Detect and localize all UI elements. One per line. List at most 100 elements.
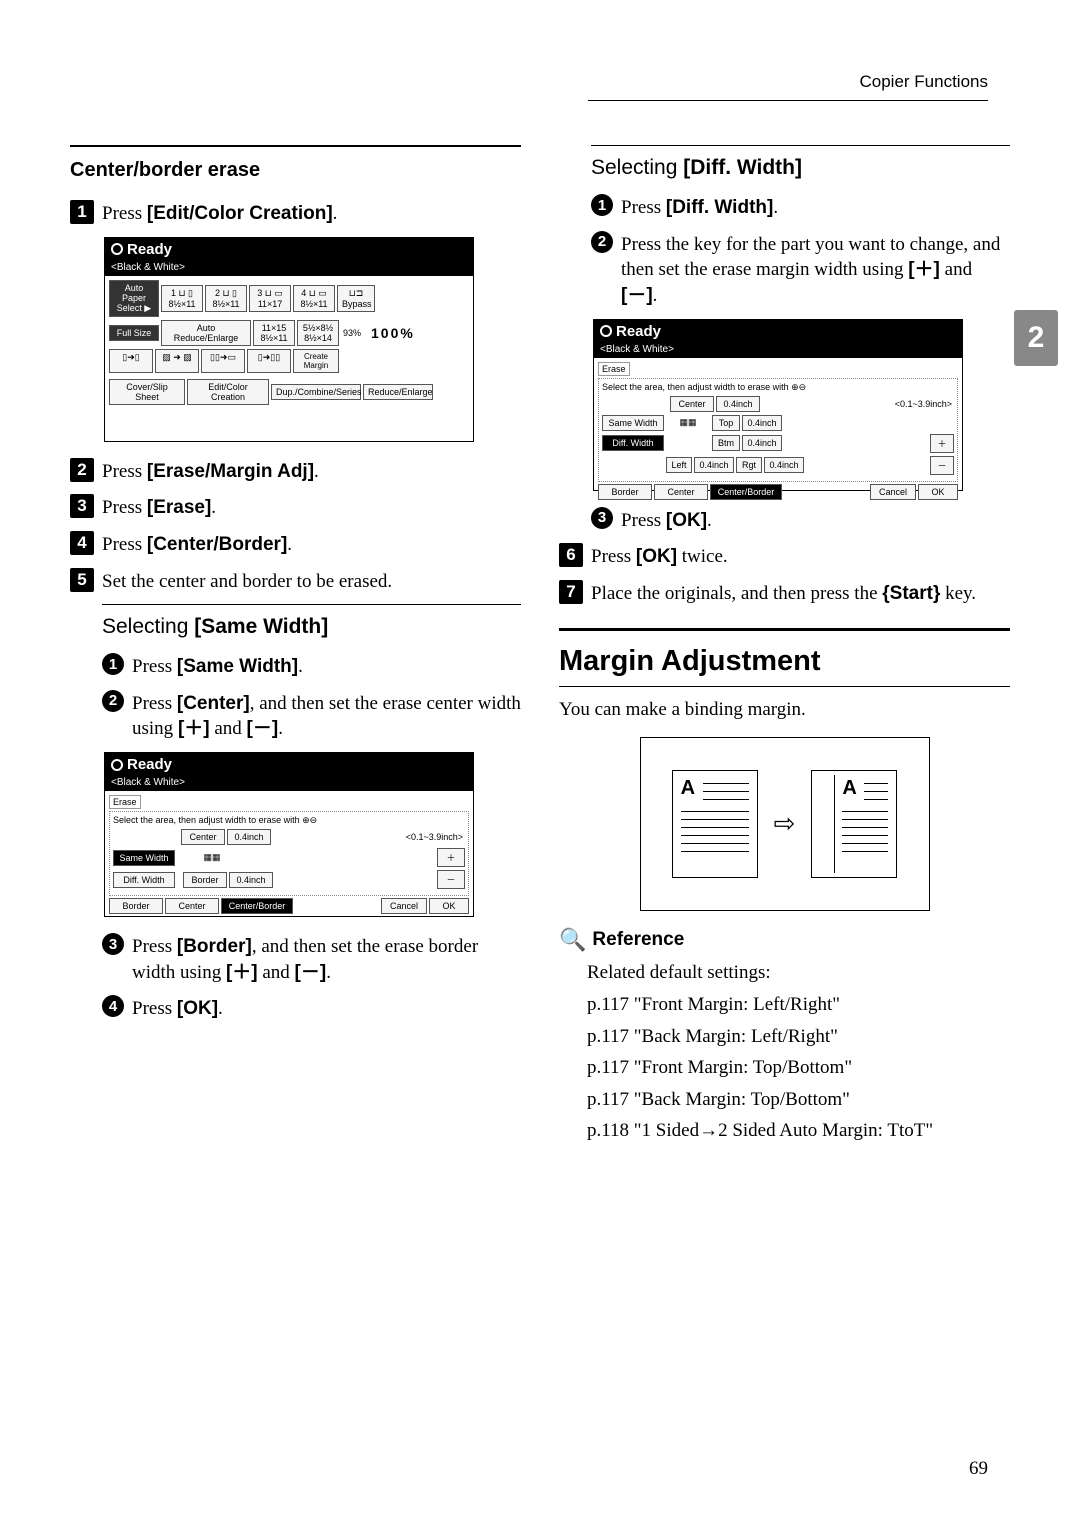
substep-num-1: 1 (591, 194, 613, 216)
range-label: <0.1~3.9inch> (404, 830, 465, 844)
border-button[interactable]: Border (183, 872, 227, 888)
subsection-same-width: Selecting [Same Width] (102, 615, 521, 639)
step-5-text: Set the center and border to be erased. (102, 568, 392, 595)
diff-width-button[interactable]: Diff. Width (113, 872, 175, 888)
substep-num-1: 1 (102, 653, 124, 675)
right-value: 0.4inch (764, 457, 804, 473)
step-num-2: 2 (70, 458, 94, 482)
plus-button[interactable]: ＋ (930, 434, 954, 453)
preview-icon: ▦▦ (177, 852, 247, 863)
substep-num-2: 2 (591, 231, 613, 253)
step-5: 5 Set the center and border to be erased… (70, 568, 521, 595)
margin-diagram: A ⇨ A (640, 737, 930, 911)
edit-color-button[interactable]: Edit/Color Creation (187, 379, 269, 405)
zoom-value: 93% (341, 326, 369, 340)
mode-icon-4[interactable]: ▯➜▯▯ (247, 349, 291, 373)
header-right: Copier Functions (859, 72, 988, 92)
same-width-button[interactable]: Same Width (602, 415, 664, 431)
substep-sw2: 2 Press [Center], and then set the erase… (102, 690, 521, 742)
border-tab[interactable]: Border (109, 898, 163, 914)
right-button[interactable]: Rgt (736, 457, 762, 473)
h2-rule (559, 628, 1010, 631)
btm-button[interactable]: Btm (712, 435, 740, 451)
top-value: 0.4inch (742, 415, 782, 431)
led-icon (111, 759, 123, 771)
step-1-text: Press [Edit/Color Creation]. (102, 200, 337, 227)
substep-sw4: 4 Press [OK]. (102, 995, 521, 1022)
substep-dw2: 2 Press the key for the part you want to… (591, 231, 1010, 309)
paper-2-button[interactable]: 2 ⊔ ▯ 8½×11 (205, 285, 247, 312)
lcd3-sub: <Black & White> (594, 343, 962, 358)
cover-slip-button[interactable]: Cover/Slip Sheet (109, 379, 185, 405)
paper-1-button[interactable]: 1 ⊔ ▯ 8½×11 (161, 285, 203, 312)
magnifier-icon: 🔍 (559, 927, 586, 953)
create-margin-button[interactable]: Create Margin (293, 349, 339, 373)
top-button[interactable]: Top (712, 415, 740, 431)
plus-button[interactable]: ＋ (437, 848, 465, 867)
right-column: Selecting [Diff. Width] 1 Press [Diff. W… (559, 145, 1010, 1149)
same-width-button[interactable]: Same Width (113, 850, 175, 866)
margin-text: You can make a binding margin. (559, 699, 1010, 721)
center-value: 0.4inch (716, 396, 760, 412)
cancel-button[interactable]: Cancel (381, 898, 427, 914)
step-num-4: 4 (70, 531, 94, 555)
minus-button[interactable]: － (930, 456, 954, 475)
lcd-screenshot-2: Ready <Black & White> Erase Select the a… (104, 752, 474, 917)
minus-button[interactable]: － (437, 870, 465, 889)
auto-paper-button[interactable]: Auto Paper Select ▶ (109, 280, 159, 317)
center-button[interactable]: Center (181, 829, 225, 845)
ref-intro: Related default settings: (587, 959, 1010, 987)
subsection-rule (591, 145, 1010, 146)
size-2-button[interactable]: 5½×8½ 8½×14 (297, 320, 339, 346)
reduce-enlarge-button[interactable]: Reduce/Enlarge (363, 384, 433, 400)
full-size-button[interactable]: Full Size (109, 325, 159, 341)
mode-icon-3[interactable]: ▯▯➜▭ (201, 349, 245, 373)
page-after: A (811, 770, 897, 878)
center-border-tab[interactable]: Center/Border (710, 484, 782, 500)
btm-value: 0.4inch (742, 435, 782, 451)
left-button[interactable]: Left (666, 457, 692, 473)
center-border-tab[interactable]: Center/Border (221, 898, 293, 914)
margin-adjustment-title: Margin Adjustment (559, 645, 1010, 678)
ok-button[interactable]: OK (429, 898, 469, 914)
center-value: 0.4inch (227, 829, 271, 845)
page-before: A (672, 770, 758, 878)
ref-line: p.117 "Front Margin: Left/Right" (587, 991, 1010, 1019)
dup-combine-button[interactable]: Dup./Combine/Series (271, 384, 361, 400)
lcd3-header: Ready (594, 320, 962, 343)
lcd2-header: Ready (105, 753, 473, 776)
mode-icon-2[interactable]: ▨ ➜ ▨ (155, 349, 199, 373)
border-value: 0.4inch (229, 872, 273, 888)
center-button[interactable]: Center (670, 396, 714, 412)
reference-body: Related default settings: p.117 "Front M… (587, 959, 1010, 1144)
center-tab[interactable]: Center (654, 484, 708, 500)
ref-line: p.118 "1 Sided→2 Sided Auto Margin: TtoT… (587, 1117, 1010, 1145)
diff-width-button[interactable]: Diff. Width (602, 435, 664, 451)
section-title: Center/border erase (70, 159, 521, 182)
border-tab[interactable]: Border (598, 484, 652, 500)
cancel-button[interactable]: Cancel (870, 484, 916, 500)
auto-reduce-button[interactable]: Auto Reduce/Enlarge (161, 320, 251, 346)
paper-4-button[interactable]: 4 ⊔ ▭ 8½×11 (293, 285, 335, 312)
substep-dw1: 1 Press [Diff. Width]. (591, 194, 1010, 221)
lcd1-sub: <Black & White> (105, 261, 473, 276)
section-rule (70, 145, 521, 147)
erase-label: Erase (109, 795, 141, 809)
bypass-button[interactable]: ⊔⊐ Bypass (337, 285, 375, 312)
lcd3-instruction: Select the area, then adjust width to er… (602, 382, 954, 393)
led-icon (600, 325, 612, 337)
side-tab: 2 (1014, 310, 1058, 366)
paper-3-button[interactable]: 3 ⊔ ▭ 11×17 (249, 285, 291, 312)
step-num-3: 3 (70, 494, 94, 518)
size-1-button[interactable]: 11×15 8½×11 (253, 320, 295, 346)
left-column: Center/border erase 1 Press [Edit/Color … (70, 145, 521, 1149)
mode-icon-1[interactable]: ▯➜▯ (109, 349, 153, 373)
center-tab[interactable]: Center (165, 898, 219, 914)
h2-underline (559, 686, 1010, 687)
ok-button[interactable]: OK (918, 484, 958, 500)
led-icon (111, 243, 123, 255)
step-7: 7 Place the originals, and then press th… (559, 580, 1010, 607)
step-1: 1 Press [Edit/Color Creation]. (70, 200, 521, 227)
page-number: 69 (969, 1458, 988, 1480)
left-value: 0.4inch (694, 457, 734, 473)
